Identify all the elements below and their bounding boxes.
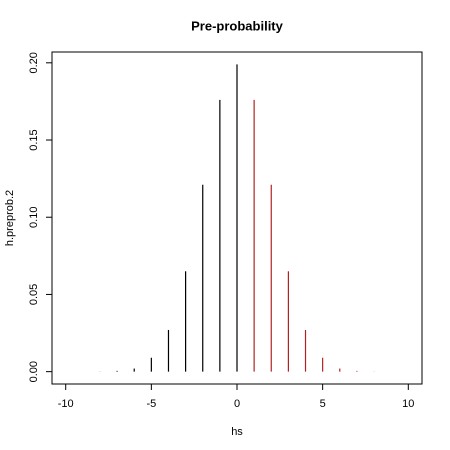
y-tick-label: 0.15 [28,129,40,150]
x-tick-label: 10 [402,398,414,410]
y-tick-label: 0.10 [28,207,40,228]
x-tick-label: -5 [146,398,156,410]
y-axis-label: h.preprob.2 [4,190,16,246]
x-axis-label: hs [231,426,243,438]
y-tick-label: 0.20 [28,52,40,73]
chart-title: Pre-probability [191,18,284,33]
x-tick-label: -10 [58,398,74,410]
x-tick-label: 0 [234,398,240,410]
y-tick-label: 0.00 [28,361,40,382]
y-tick-label: 0.05 [28,284,40,305]
x-tick-label: 5 [320,398,326,410]
